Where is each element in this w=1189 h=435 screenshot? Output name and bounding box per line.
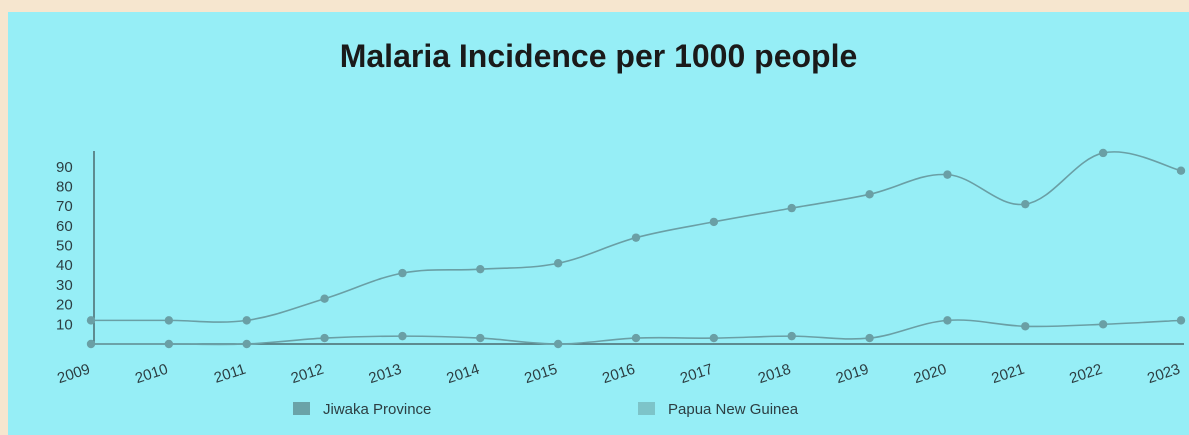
data-point <box>242 339 251 349</box>
data-point <box>476 264 485 274</box>
x-tick-label: 2011 <box>212 361 248 387</box>
x-tick-label: 2014 <box>445 361 482 387</box>
data-point <box>709 217 719 227</box>
x-tick-label: 2021 <box>990 361 1027 387</box>
x-tick-label: 2013 <box>367 361 404 387</box>
x-tick-label: 2017 <box>678 361 715 387</box>
data-point <box>787 203 796 213</box>
y-tick-label: 80 <box>56 178 73 195</box>
legend-swatch <box>293 402 310 415</box>
x-tick-label: 2018 <box>756 361 793 387</box>
x-tick-label: 2012 <box>289 361 326 387</box>
legend-label: Jiwaka Province <box>323 401 431 418</box>
legend: Jiwaka Province Papua New Guinea <box>293 401 799 418</box>
data-point <box>1021 199 1030 209</box>
data-point <box>1098 320 1108 329</box>
data-point <box>320 294 329 303</box>
data-point <box>398 331 407 341</box>
data-point <box>553 339 563 349</box>
data-point <box>1021 322 1030 331</box>
y-tick-label: 40 <box>56 257 73 274</box>
y-tick-label: 10 <box>56 316 73 333</box>
legend-swatch <box>638 402 655 415</box>
data-point <box>1176 316 1186 325</box>
data-point <box>943 316 952 325</box>
y-ticks: 10 20 30 40 50 60 70 80 90 <box>56 159 73 334</box>
y-tick-label: 70 <box>56 198 73 215</box>
data-point <box>1098 148 1108 158</box>
data-point <box>398 268 407 278</box>
data-point <box>164 339 174 349</box>
y-tick-label: 90 <box>56 159 73 176</box>
axes <box>88 151 1184 345</box>
series-points <box>86 148 1186 349</box>
data-point <box>86 316 96 325</box>
x-tick-label: 2019 <box>834 361 871 387</box>
data-point <box>709 333 719 343</box>
chart-panel: Malaria Incidence per 1000 people 10 20 30… <box>8 12 1189 435</box>
data-point <box>631 333 641 343</box>
data-point <box>865 333 874 343</box>
chart-title: Malaria Incidence per 1000 people <box>339 38 858 74</box>
data-point <box>476 333 485 343</box>
x-tick-label: 2023 <box>1145 361 1182 387</box>
data-point <box>553 259 563 268</box>
x-ticks: 2009 2010 2011 2012 2013 2014 2015 2016 2017 2018… <box>55 361 1182 387</box>
x-tick-label: 2016 <box>600 361 637 387</box>
legend-label: Papua New Guinea <box>668 401 799 418</box>
x-tick-label: 2009 <box>55 361 92 387</box>
series-lines <box>91 151 1182 346</box>
data-point <box>631 233 641 242</box>
data-point <box>787 331 796 341</box>
data-point <box>1176 166 1186 175</box>
data-point <box>164 316 174 325</box>
data-point <box>943 170 952 179</box>
y-tick-label: 20 <box>56 297 73 314</box>
x-tick-label: 2015 <box>522 361 559 387</box>
x-tick-label: 2022 <box>1067 361 1104 387</box>
y-tick-label: 30 <box>56 277 73 294</box>
x-tick-label: 2010 <box>133 361 170 387</box>
y-tick-label: 50 <box>56 238 73 255</box>
y-tick-label: 60 <box>56 218 73 235</box>
x-tick-label: 2020 <box>912 361 949 387</box>
data-point <box>242 316 251 325</box>
data-point <box>86 339 96 349</box>
data-point <box>320 333 329 343</box>
data-point <box>865 190 874 199</box>
